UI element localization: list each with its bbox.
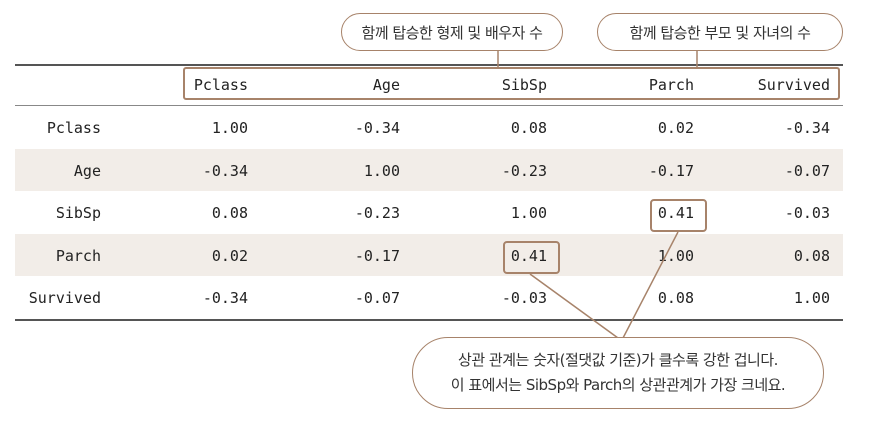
table-cell: 0.08	[211, 204, 248, 222]
column-header-sibsp: SibSp	[501, 76, 547, 94]
callout-parch: 함께 탑승한 부모 및 자녀의 수	[597, 13, 843, 51]
table-cell: 1.00	[363, 162, 400, 180]
table-cell: -0.03	[784, 204, 830, 222]
callout-sibsp: 함께 탑승한 형제 및 배우자 수	[341, 13, 563, 51]
highlight-parch-sibsp	[503, 241, 560, 274]
table-cell: 0.08	[510, 119, 547, 137]
table-cell: -0.07	[354, 289, 400, 307]
table-header-rule	[15, 105, 843, 106]
note-line-1: 상관 관계는 숫자(절댓값 기준)가 클수록 강한 겁니다.	[458, 351, 778, 369]
column-header-survived: Survived	[757, 76, 830, 94]
table-cell: -0.34	[202, 289, 248, 307]
row-label-age: Age	[73, 162, 101, 180]
note-line-2: 이 표에서는 SibSp와 Parch의 상관관계가 가장 크네요.	[450, 376, 786, 394]
table-cell: 0.41	[510, 247, 547, 265]
table-cell: 1.00	[510, 204, 547, 222]
table-bottom-rule	[15, 319, 843, 321]
table-cell: 0.02	[211, 247, 248, 265]
column-header-pclass: Pclass	[193, 76, 248, 94]
table-cell: -0.17	[648, 162, 694, 180]
row-label-parch: Parch	[55, 247, 101, 265]
table-cell: 0.08	[657, 289, 694, 307]
row-label-survived: Survived	[28, 289, 101, 307]
table-cell: 1.00	[657, 247, 694, 265]
table-cell: -0.34	[784, 119, 830, 137]
column-header-parch: Parch	[648, 76, 694, 94]
table-cell: 0.02	[657, 119, 694, 137]
table-cell: 0.41	[657, 204, 694, 222]
table-cell: -0.07	[784, 162, 830, 180]
table-cell: -0.23	[501, 162, 547, 180]
connector-note-left	[529, 273, 619, 339]
table-cell: -0.17	[354, 247, 400, 265]
connector-note-right	[622, 231, 679, 339]
table-cell: -0.34	[202, 162, 248, 180]
table-cell: 1.00	[793, 289, 830, 307]
row-label-sibsp: SibSp	[55, 204, 101, 222]
header-highlight-box	[183, 67, 840, 100]
table-cell: -0.23	[354, 204, 400, 222]
callout-note: 상관 관계는 숫자(절댓값 기준)가 클수록 강한 겁니다. 이 표에서는 Si…	[412, 337, 824, 409]
highlight-sibsp-parch	[650, 199, 707, 232]
row-label-pclass: Pclass	[46, 119, 101, 137]
table-cell: -0.03	[501, 289, 547, 307]
row-band-parch	[15, 234, 843, 276]
row-band-age	[15, 149, 843, 191]
table-cell: 1.00	[211, 119, 248, 137]
table-top-rule	[15, 64, 843, 66]
table-cell: -0.34	[354, 119, 400, 137]
table-cell: 0.08	[793, 247, 830, 265]
column-header-age: Age	[372, 76, 400, 94]
